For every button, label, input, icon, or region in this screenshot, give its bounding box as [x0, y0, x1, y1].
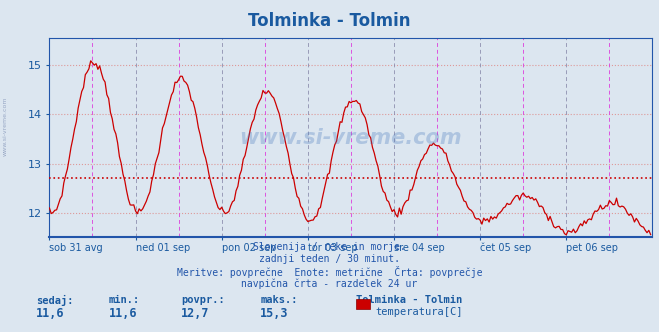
Text: Tolminka - Tolmin: Tolminka - Tolmin [356, 295, 462, 305]
Text: Tolminka - Tolmin: Tolminka - Tolmin [248, 12, 411, 30]
Text: temperatura[C]: temperatura[C] [376, 307, 463, 317]
Text: www.si-vreme.com: www.si-vreme.com [3, 96, 8, 156]
Text: Meritve: povprečne  Enote: metrične  Črta: povprečje: Meritve: povprečne Enote: metrične Črta:… [177, 266, 482, 278]
Text: www.si-vreme.com: www.si-vreme.com [240, 128, 462, 148]
Text: maks.:: maks.: [260, 295, 298, 305]
Text: 15,3: 15,3 [260, 307, 289, 320]
Text: 12,7: 12,7 [181, 307, 210, 320]
Text: navpična črta - razdelek 24 ur: navpična črta - razdelek 24 ur [241, 278, 418, 289]
Text: min.:: min.: [109, 295, 140, 305]
Text: 11,6: 11,6 [109, 307, 137, 320]
Text: zadnji teden / 30 minut.: zadnji teden / 30 minut. [259, 254, 400, 264]
Text: 11,6: 11,6 [36, 307, 65, 320]
Text: sedaj:: sedaj: [36, 295, 74, 306]
Text: povpr.:: povpr.: [181, 295, 225, 305]
Text: Slovenija / reke in morje.: Slovenija / reke in morje. [253, 242, 406, 252]
